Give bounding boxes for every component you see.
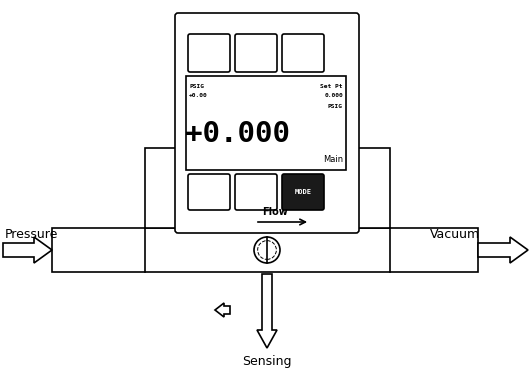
- Circle shape: [254, 237, 280, 263]
- FancyBboxPatch shape: [188, 174, 230, 210]
- Polygon shape: [257, 274, 277, 348]
- Text: Pressure: Pressure: [5, 228, 58, 241]
- Text: PSIG: PSIG: [189, 84, 204, 89]
- Text: +0.00: +0.00: [189, 93, 208, 98]
- Bar: [340, 148, 390, 228]
- Bar: [186, 76, 346, 170]
- FancyBboxPatch shape: [175, 13, 359, 233]
- FancyBboxPatch shape: [188, 34, 230, 72]
- Text: Set Pt: Set Pt: [321, 84, 343, 89]
- Text: Sensing: Sensing: [242, 355, 292, 368]
- Text: Flow: Flow: [262, 207, 288, 217]
- FancyBboxPatch shape: [282, 174, 324, 210]
- Text: MODE: MODE: [295, 189, 312, 195]
- Bar: [52, 228, 478, 272]
- FancyBboxPatch shape: [235, 34, 277, 72]
- Text: Main: Main: [323, 155, 343, 164]
- Text: 0.000: 0.000: [324, 93, 343, 98]
- Text: Vacuum: Vacuum: [430, 228, 480, 241]
- Bar: [145, 148, 195, 228]
- Polygon shape: [478, 237, 528, 263]
- Circle shape: [258, 241, 276, 260]
- Polygon shape: [3, 237, 52, 263]
- FancyBboxPatch shape: [282, 34, 324, 72]
- FancyBboxPatch shape: [235, 174, 277, 210]
- Polygon shape: [215, 303, 230, 317]
- Text: +0.000: +0.000: [186, 120, 290, 148]
- Text: PSIG: PSIG: [328, 104, 343, 109]
